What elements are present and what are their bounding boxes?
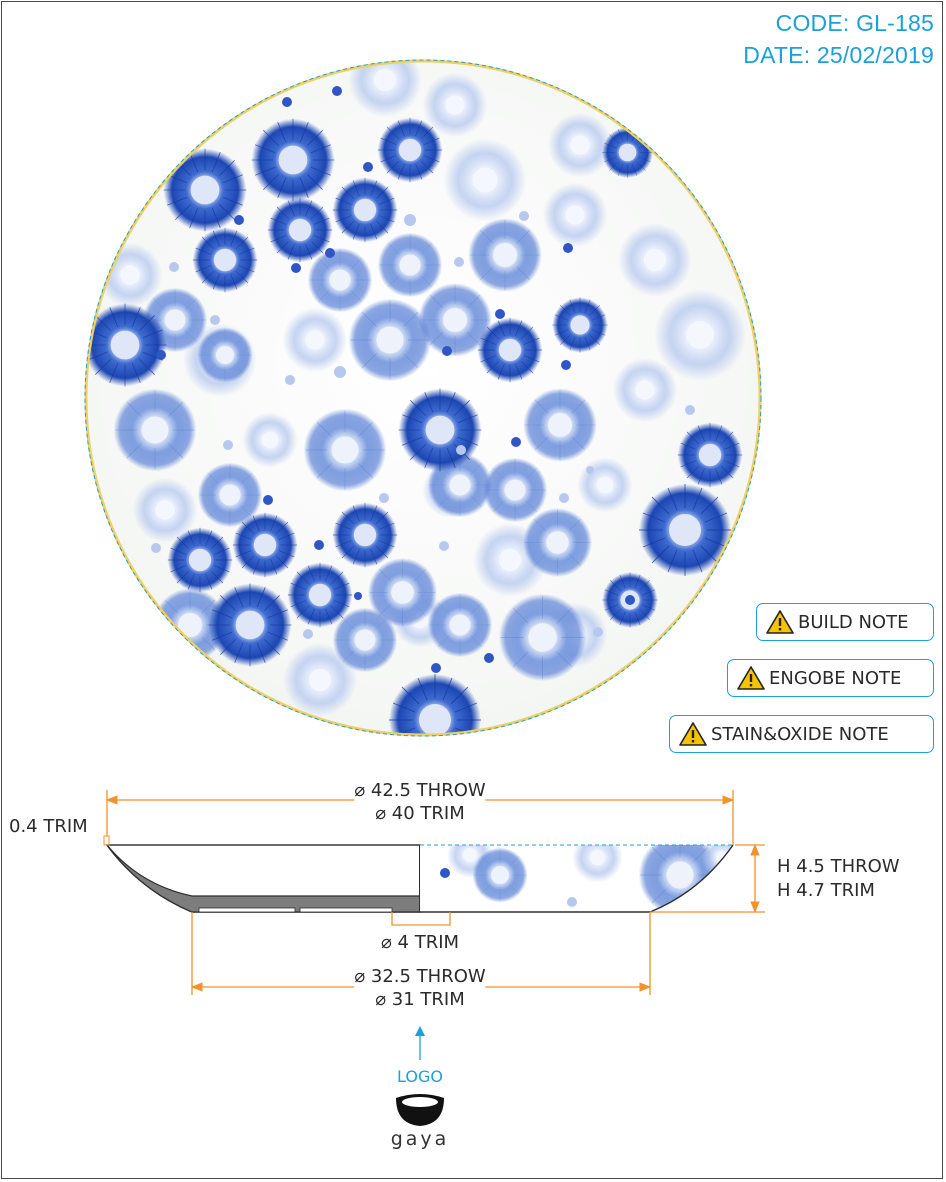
product-code: CODE: GL-185	[775, 10, 934, 36]
top-diameter-trim: ⌀ 40 TRIM	[375, 803, 465, 824]
warning-icon	[679, 722, 707, 746]
sunburst-pattern	[85, 60, 746, 736]
top-diameter-throw: ⌀ 42.5 THROW	[354, 780, 486, 801]
base-diameter-label: ⌀ 32.5 THROW ⌀ 31 TRIM	[354, 965, 486, 1011]
section-view	[103, 835, 734, 913]
foot-marker	[391, 912, 451, 926]
brand-name: gaya	[390, 1128, 450, 1150]
logo-arrow	[415, 1026, 425, 1060]
drawing-date: DATE: 25/02/2019	[743, 42, 934, 68]
stain-oxide-note-button[interactable]: STAIN&OXIDE NOTE	[669, 715, 934, 753]
warning-icon	[766, 610, 794, 634]
base-diameter-trim: ⌀ 31 TRIM	[375, 989, 465, 1010]
build-note-button[interactable]: BUILD NOTE	[756, 603, 934, 641]
height-label: H 4.5 THROW H 4.7 TRIM	[777, 855, 900, 903]
engobe-note-button[interactable]: ENGOBE NOTE	[727, 659, 934, 697]
logo-label: LOGO	[397, 1067, 443, 1086]
base-diameter-throw: ⌀ 32.5 THROW	[354, 966, 486, 987]
plate-top-view	[84, 59, 762, 737]
gold-rim	[84, 59, 762, 737]
trim-outline	[84, 59, 762, 737]
warning-icon	[737, 666, 765, 690]
engobe-note-label: ENGOBE NOTE	[769, 667, 902, 689]
foot-diameter-label: ⌀ 4 TRIM	[380, 931, 460, 954]
height-trim: H 4.7 TRIM	[777, 880, 875, 901]
gaya-logo-icon	[396, 1094, 444, 1126]
stain-oxide-note-label: STAIN&OXIDE NOTE	[711, 723, 889, 745]
build-note-label: BUILD NOTE	[798, 611, 909, 633]
top-diameter-label: ⌀ 42.5 THROW ⌀ 40 TRIM	[354, 779, 486, 825]
rim-thickness-label: 0.4 TRIM	[9, 816, 88, 837]
height-throw: H 4.5 THROW	[777, 856, 900, 877]
